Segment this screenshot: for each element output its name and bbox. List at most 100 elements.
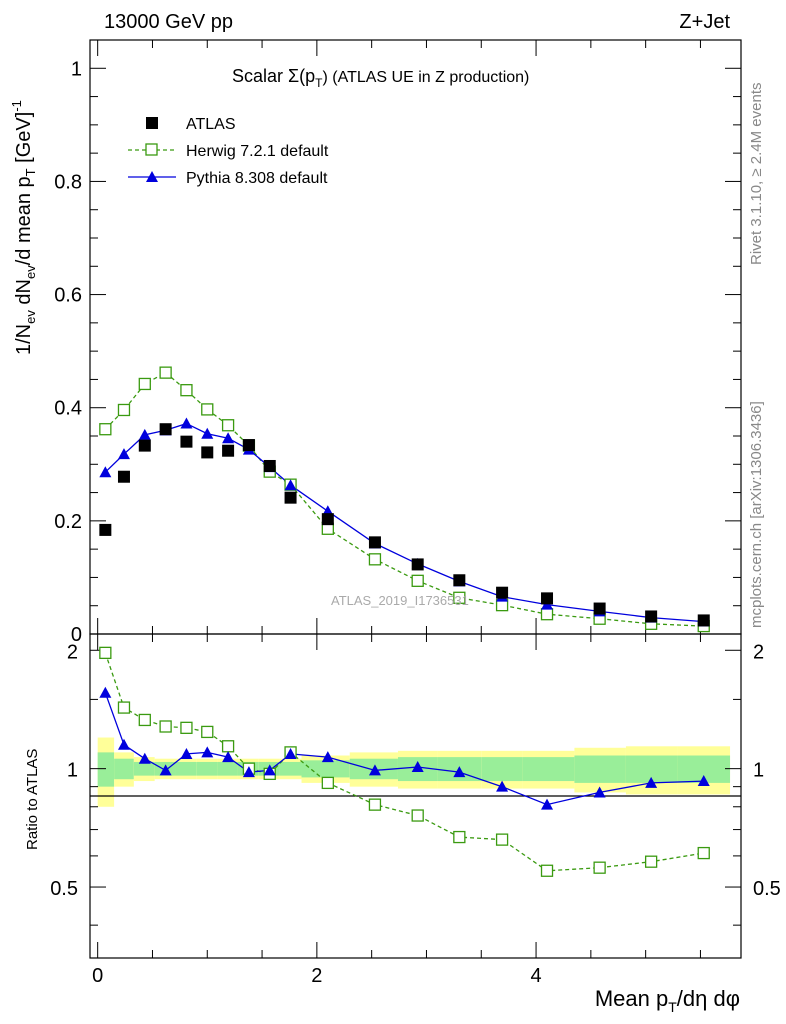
- atlas-point: [697, 614, 710, 627]
- legend-atlas-marker: [146, 117, 158, 129]
- atlas-point: [201, 446, 214, 459]
- band-inner-bin: [217, 761, 238, 776]
- band-inner-bin: [574, 755, 626, 783]
- atlas-point: [222, 444, 235, 457]
- rivet-label: Rivet 3.1.10, ≥ 2.4M events: [748, 83, 765, 266]
- atlas-point: [368, 536, 381, 549]
- legend: ATLAS Herwig 7.2.1 default Pythia 8.308 …: [128, 116, 329, 187]
- ratio-tick-labels: 0.5 0.5 1 1 2 2 0 2 4: [50, 641, 781, 987]
- legend-herwig-marker: [145, 143, 158, 156]
- pythia-ratio-point: [242, 766, 255, 778]
- atlas-point: [593, 602, 606, 615]
- ratio-panel: 0.5 0.5 1 1 2 2 0 2 4 Ratio to ATLAS Mean pT/dη …: [24, 633, 781, 1015]
- ratio-y-tick-label: 1: [67, 760, 78, 782]
- legend-pythia-marker: [146, 171, 158, 182]
- herwig-ratio-point: [99, 646, 112, 660]
- main-series: [99, 366, 710, 633]
- herwig-ratio-point: [117, 701, 131, 714]
- ratio-frame: [89, 633, 742, 959]
- herwig-ratio-point: [221, 740, 235, 753]
- pythia-ratio-point: [263, 764, 276, 776]
- pythia-point: [201, 427, 214, 439]
- herwig-ratio-point: [540, 864, 554, 877]
- pythia-point: [222, 432, 235, 444]
- analysis-watermark: ATLAS_2019_I1736531: [331, 593, 469, 608]
- x-axis-label: Mean pT/dη dφ: [595, 986, 740, 1015]
- band-inner-bin: [301, 760, 350, 778]
- atlas-point: [284, 491, 297, 504]
- atlas-point: [453, 574, 466, 587]
- herwig-point: [159, 366, 172, 379]
- band-inner-bin: [175, 761, 197, 776]
- pythia-ratio-point: [284, 747, 297, 759]
- pythia-point: [117, 448, 130, 460]
- band-inner-bin: [114, 758, 134, 780]
- main-y-tick-label: 0: [71, 624, 82, 646]
- pythia-ratio-point: [180, 747, 193, 759]
- plot-title: Scalar Σ(pT) (ATLAS UE in Z production): [232, 66, 529, 90]
- atlas-point: [645, 610, 658, 623]
- legend-atlas-label: ATLAS: [186, 116, 236, 133]
- legend-pythia-label: Pythia 8.308 default: [186, 170, 328, 187]
- main-y-tick-label: 0.6: [54, 285, 82, 307]
- ratio-series: [99, 646, 710, 877]
- main-panel: 0 0.2 0.4 0.6 0.8 1 Scalar Σ(pT) (ATLAS UE in…: [9, 39, 742, 646]
- herwig-point: [540, 608, 554, 621]
- main-ticks: [90, 40, 741, 635]
- pythia-point: [138, 428, 151, 440]
- main-y-tick-label: 0.4: [54, 398, 82, 420]
- pythia-ratio-point: [368, 764, 381, 776]
- atlas-point: [263, 459, 276, 472]
- ratio-y-tick-label-right: 2: [753, 641, 764, 663]
- pythia-ratio-point: [321, 751, 334, 763]
- main-y-tick-labels: 0 0.2 0.4 0.6 0.8 1: [54, 58, 82, 646]
- atlas-point: [99, 523, 112, 536]
- atlas-point: [159, 423, 172, 436]
- band-inner-bin: [133, 761, 155, 776]
- main-y-tick-label: 0.8: [54, 171, 82, 193]
- band-inner-bin: [522, 757, 575, 782]
- mcplots-label: mcplots.cern.ch [arXiv:1306.3436]: [748, 401, 765, 628]
- band-inner-bin: [279, 761, 302, 776]
- pythia-ratio-point: [138, 752, 151, 764]
- main-y-tick-label: 0.2: [54, 511, 82, 533]
- band-inner-bin: [97, 752, 115, 787]
- herwig-ratio-point: [495, 833, 509, 846]
- herwig-ratio-point: [644, 855, 658, 868]
- herwig-ratio-point: [138, 713, 151, 727]
- pythia-ratio-point: [496, 780, 509, 792]
- pythia-ratio-point: [117, 738, 130, 750]
- main-y-axis-label: 1/Nev dNev/d mean pT [GeV]-1: [9, 100, 38, 355]
- herwig-ratio-point: [697, 846, 710, 860]
- herwig-ratio-point: [180, 721, 193, 734]
- x-tick-label: 2: [311, 965, 322, 987]
- herwig-point: [138, 377, 151, 391]
- ratio-y-tick-label: 0.5: [50, 878, 78, 900]
- pythia-ratio-point: [541, 798, 554, 810]
- herwig-ratio-point: [368, 798, 382, 811]
- atlas-point: [496, 586, 509, 599]
- atlas-point: [242, 439, 255, 452]
- pythia-ratio-point: [593, 786, 606, 798]
- herwig-point: [99, 423, 112, 436]
- x-tick-label: 4: [530, 965, 541, 987]
- header-right: Z+Jet: [679, 11, 730, 33]
- herwig-ratio-point: [453, 830, 466, 844]
- herwig-point: [368, 553, 382, 566]
- ratio-y-tick-label: 2: [67, 641, 78, 663]
- herwig-point: [453, 591, 466, 604]
- herwig-point: [117, 403, 131, 417]
- herwig-point: [411, 574, 424, 587]
- pythia-ratio-point: [159, 764, 172, 776]
- pythia-ratio-point: [697, 775, 710, 787]
- herwig-ratio-point: [321, 776, 334, 790]
- atlas-point: [138, 439, 151, 452]
- pythia-ratio-point: [411, 760, 424, 772]
- band-inner-bin: [481, 757, 523, 782]
- ratio-y-tick-label-right: 0.5: [753, 878, 781, 900]
- atlas-point: [117, 470, 130, 483]
- herwig-ratio-point: [159, 720, 172, 733]
- atlas-point: [321, 513, 334, 526]
- pythia-line: [104, 422, 704, 623]
